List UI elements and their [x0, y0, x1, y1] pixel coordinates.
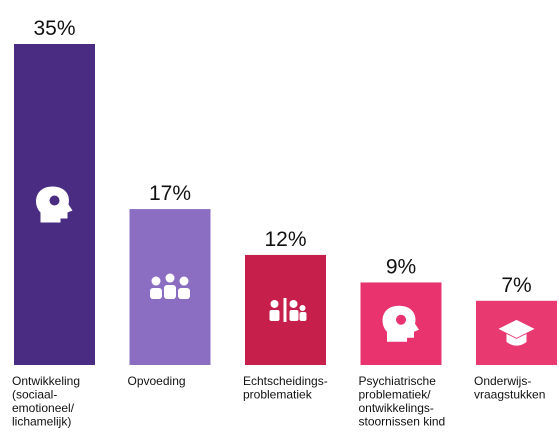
- value-label: 7%: [501, 274, 531, 297]
- cap-icon: [498, 319, 535, 338]
- bar-icon: [382, 305, 419, 342]
- category-label: stoornissen kind: [359, 415, 446, 429]
- person-head: [179, 276, 189, 286]
- category-label: lichamelijk): [12, 415, 71, 429]
- person-head: [165, 273, 175, 283]
- bar-icon: [498, 319, 535, 346]
- divider: [283, 297, 287, 322]
- category-label: Ontwikkeling: [12, 374, 80, 388]
- category-label: Psychiatrische: [359, 374, 437, 388]
- person-body: [299, 311, 307, 321]
- bar-icon: [36, 186, 73, 223]
- bar-icon: [150, 273, 190, 300]
- category-label: (sociaal-: [12, 388, 57, 402]
- bar-icon: [269, 297, 307, 322]
- gear: [396, 314, 406, 325]
- category-label: problematiek/: [359, 388, 432, 402]
- category-label: Onderwijs-: [474, 374, 531, 388]
- category-label: Echtscheidings-: [243, 374, 328, 388]
- gear: [49, 195, 60, 206]
- category-label: emotioneel/: [12, 401, 75, 415]
- value-label: 9%: [386, 255, 416, 278]
- value-label: 12%: [264, 228, 306, 251]
- value-label: 35%: [33, 17, 75, 40]
- person-body: [269, 309, 280, 321]
- cap-base: [506, 333, 527, 346]
- person-head: [289, 299, 298, 308]
- person-head: [299, 304, 306, 311]
- person-head: [151, 276, 161, 286]
- person-body: [178, 288, 190, 300]
- person-body: [289, 309, 299, 321]
- category-label: ontwikkelings-: [359, 401, 434, 415]
- person-head: [270, 299, 279, 308]
- category-label: vraagstukken: [474, 388, 545, 402]
- category-label: Opvoeding: [128, 374, 186, 388]
- value-label: 17%: [149, 182, 191, 205]
- category-label: problematiek: [243, 388, 313, 402]
- person-body: [164, 285, 176, 300]
- person-body: [150, 288, 162, 300]
